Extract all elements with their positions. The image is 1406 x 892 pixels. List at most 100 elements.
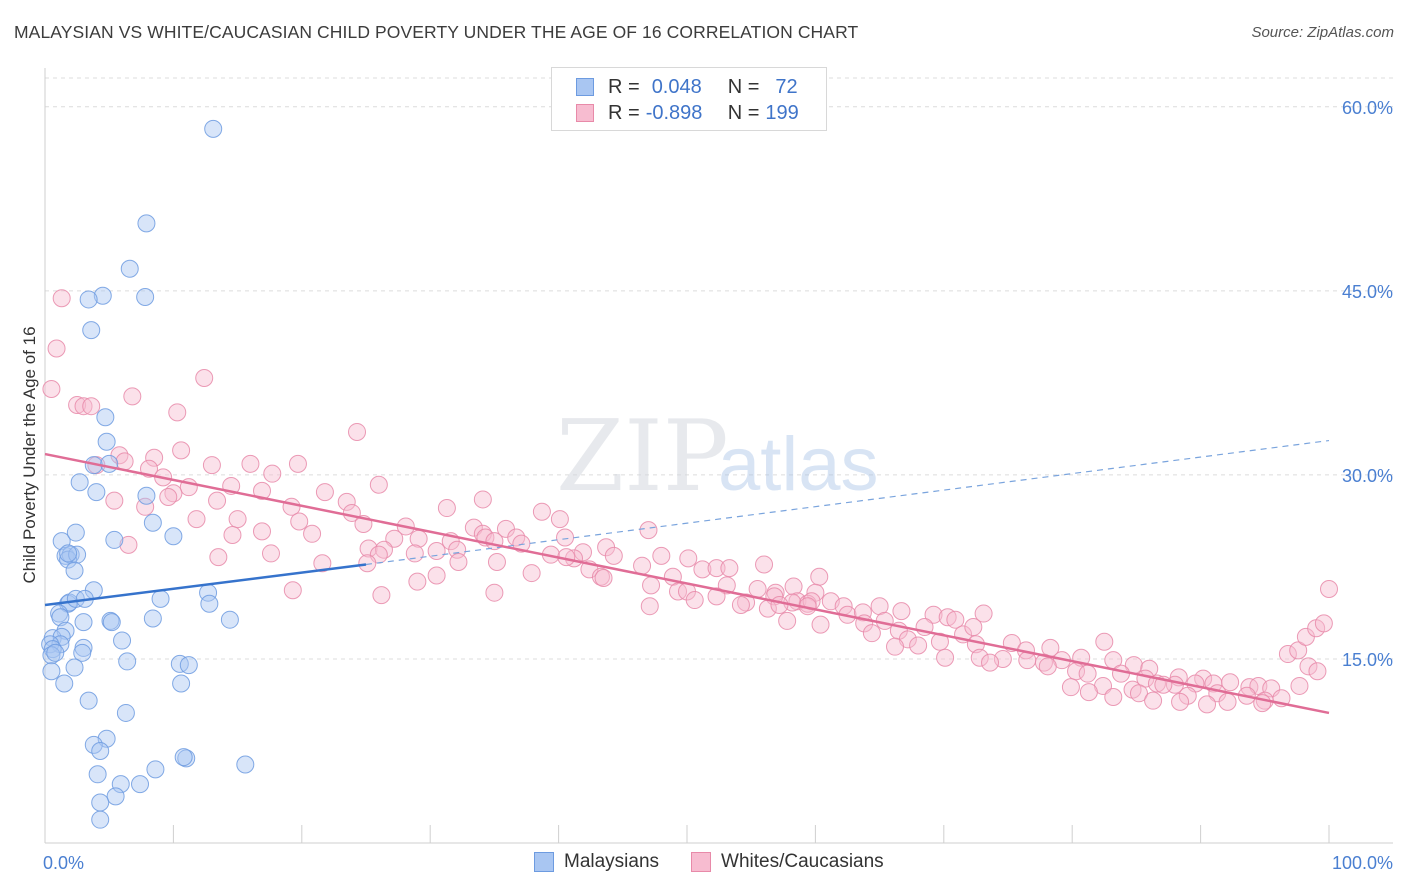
- point-white: [886, 637, 905, 656]
- bottom-legend-swatch-malaysians: [534, 852, 554, 872]
- legend-n-label: N =: [727, 75, 760, 98]
- point-malaysian: [59, 544, 78, 563]
- point-white: [115, 452, 134, 471]
- trend-line-whites: [44, 452, 1330, 715]
- trend-line-malaysians: [44, 563, 367, 607]
- legend-box: R = 0.048 N = 72 R = -0.898 N = 199: [551, 67, 827, 131]
- legend-n-value: 72: [775, 75, 798, 98]
- legend-n-value: 199: [765, 101, 799, 124]
- y-tick-label: 60.0%: [1342, 98, 1393, 118]
- point-white: [1221, 673, 1240, 692]
- point-malaysian: [143, 513, 162, 532]
- point-malaysian: [42, 662, 61, 681]
- point-malaysian: [172, 674, 191, 693]
- y-axis-label: Child Poverty Under the Age of 16: [20, 326, 39, 583]
- point-white: [369, 475, 388, 494]
- point-malaysian: [137, 214, 156, 233]
- point-white: [924, 605, 943, 624]
- point-white: [642, 576, 661, 595]
- point-white: [159, 487, 178, 506]
- point-white: [946, 610, 965, 629]
- point-malaysian: [79, 290, 98, 309]
- point-white: [1218, 692, 1237, 711]
- point-white: [427, 541, 446, 560]
- point-malaysian: [65, 561, 84, 580]
- point-white: [487, 553, 506, 572]
- point-white: [68, 395, 87, 414]
- point-white: [720, 559, 739, 578]
- point-white: [755, 555, 774, 574]
- point-white: [737, 593, 756, 612]
- point-white: [1289, 641, 1308, 660]
- legend-r-label: R =: [608, 75, 640, 98]
- point-white: [936, 648, 955, 667]
- point-malaysian: [102, 613, 121, 632]
- point-malaysian: [51, 608, 70, 627]
- point-white: [892, 602, 911, 621]
- point-white: [252, 481, 271, 500]
- legend-row-malaysians: R = 0.048 N = 72: [576, 75, 798, 99]
- bottom-legend: Malaysians Whites/Caucasians: [534, 851, 916, 873]
- point-white: [52, 289, 71, 308]
- point-white: [303, 524, 322, 543]
- point-malaysian: [66, 523, 85, 542]
- point-white: [970, 648, 989, 667]
- legend-row-whites: R = -0.898 N = 199: [576, 101, 799, 125]
- point-white: [74, 397, 93, 416]
- point-white: [679, 549, 698, 568]
- point-white: [981, 653, 1000, 672]
- point-white: [507, 528, 526, 547]
- point-white: [1314, 614, 1333, 633]
- point-white: [123, 387, 142, 406]
- point-white: [909, 636, 928, 655]
- point-malaysian: [93, 286, 112, 305]
- point-white: [119, 535, 138, 554]
- point-white: [374, 540, 393, 559]
- point-white: [1171, 692, 1190, 711]
- point-white: [1104, 687, 1123, 706]
- point-malaysian: [79, 691, 98, 710]
- point-malaysian: [59, 550, 78, 569]
- point-malaysian: [204, 119, 223, 138]
- point-white: [449, 553, 468, 572]
- point-malaysian: [136, 287, 155, 306]
- point-malaysian: [74, 613, 93, 632]
- point-white: [172, 441, 191, 460]
- point-white: [164, 484, 183, 503]
- point-malaysian: [101, 611, 120, 630]
- point-white: [385, 529, 404, 548]
- point-white: [1278, 645, 1297, 664]
- point-malaysian: [118, 652, 137, 671]
- point-malaysian: [91, 810, 110, 829]
- point-white: [550, 510, 569, 529]
- point-white: [485, 583, 504, 602]
- axes: [44, 68, 1393, 844]
- point-white: [1308, 662, 1327, 681]
- point-malaysian: [91, 741, 110, 760]
- point-white: [811, 615, 830, 634]
- point-white: [532, 502, 551, 521]
- point-malaysian: [143, 609, 162, 628]
- point-malaysian: [88, 765, 107, 784]
- point-malaysian: [220, 610, 239, 629]
- point-white: [337, 492, 356, 511]
- bottom-legend-swatch-whites: [691, 852, 712, 872]
- point-white: [241, 454, 260, 473]
- point-white: [784, 577, 803, 596]
- point-white: [556, 528, 575, 547]
- point-white: [731, 595, 750, 614]
- x-tick-label: 0.0%: [43, 853, 84, 873]
- point-malaysian: [73, 643, 92, 662]
- legend-r-value: 0.048: [651, 75, 702, 98]
- point-white: [1299, 657, 1318, 676]
- point-white: [693, 560, 712, 579]
- point-malaysian: [179, 656, 198, 675]
- point-malaysian: [164, 527, 183, 546]
- point-white: [1078, 664, 1097, 683]
- legend-swatch-whites: [576, 104, 594, 122]
- legend-r-label: R =: [608, 101, 640, 124]
- point-malaysian: [120, 259, 139, 278]
- point-white: [810, 567, 829, 586]
- point-white: [748, 580, 767, 599]
